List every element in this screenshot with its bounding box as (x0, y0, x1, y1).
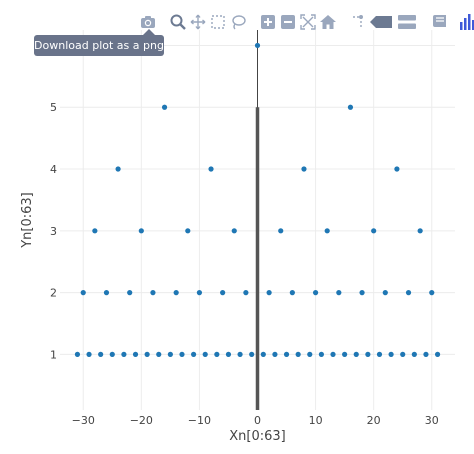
data-point (173, 290, 179, 296)
data-point (283, 351, 290, 357)
data-point (80, 290, 86, 296)
y-axis-title: Yn[0:63] (20, 192, 35, 249)
data-point (237, 351, 243, 357)
data-point (342, 351, 348, 357)
data-point (353, 351, 359, 357)
hover-compare-icon[interactable] (394, 12, 420, 32)
data-point (167, 351, 173, 357)
data-point (278, 228, 284, 234)
data-point (301, 166, 307, 172)
data-point (121, 351, 127, 357)
modebar-tooltip: Download plot as a png (34, 35, 164, 56)
data-point (289, 290, 295, 296)
y-tick-label: 1 (50, 348, 57, 361)
y-tick-label: 2 (50, 287, 57, 300)
home-icon[interactable] (318, 12, 338, 32)
zoom-out-icon[interactable] (278, 12, 298, 32)
lasso-select-icon[interactable] (228, 12, 248, 32)
data-point (156, 351, 162, 357)
spike-lines-icon[interactable] (348, 12, 368, 32)
data-point (434, 351, 441, 357)
data-point (249, 351, 255, 357)
y-tick-label: 4 (50, 163, 57, 176)
data-point (347, 104, 354, 110)
data-point (150, 290, 156, 296)
camera-icon[interactable] (138, 12, 158, 32)
zoom-icon[interactable] (168, 12, 188, 32)
data-point (330, 351, 336, 357)
data-point (307, 351, 313, 357)
data-point (371, 228, 377, 234)
data-point (74, 351, 81, 357)
data-point (127, 290, 133, 296)
data-point (359, 290, 365, 296)
x-tick-label: 20 (367, 414, 381, 427)
data-point (429, 290, 435, 296)
hover-closest-icon[interactable] (368, 12, 394, 32)
x-tick-label: 30 (425, 414, 439, 427)
data-point (132, 351, 139, 357)
data-point (103, 290, 110, 296)
data-point (388, 351, 394, 357)
data-point (417, 228, 423, 234)
data-point (423, 351, 429, 357)
data-point (312, 290, 319, 296)
data-point (202, 351, 208, 357)
data-point (109, 351, 115, 357)
y-tick-label: 3 (50, 225, 57, 238)
data-point (411, 351, 417, 357)
pan-icon[interactable] (188, 12, 208, 32)
data-point (318, 351, 324, 357)
data-point (144, 351, 150, 357)
data-point (260, 351, 266, 357)
data-point (295, 351, 301, 357)
data-point (382, 290, 388, 296)
x-tick-label: −20 (130, 414, 153, 427)
data-point (185, 228, 191, 234)
x-tick-label: −30 (72, 414, 95, 427)
data-point (272, 351, 278, 357)
data-point (92, 228, 98, 234)
modebar (138, 11, 474, 33)
data-point (405, 290, 412, 296)
tooltip-arrow (143, 29, 155, 35)
data-point (243, 290, 249, 296)
data-point (254, 42, 261, 49)
data-point (400, 351, 406, 357)
data-point (365, 351, 371, 357)
data-point (266, 290, 272, 296)
data-point (324, 228, 330, 234)
data-point (214, 351, 220, 357)
autoscale-icon[interactable] (298, 12, 318, 32)
data-point (179, 351, 185, 357)
data-point (98, 351, 104, 357)
edit-chart-icon[interactable] (430, 12, 450, 32)
data-point (394, 166, 400, 172)
y-tick-label: 5 (50, 101, 57, 114)
data-point (115, 166, 121, 172)
data-point (336, 290, 342, 296)
box-select-icon[interactable] (208, 12, 228, 32)
data-point (191, 351, 197, 357)
zoom-in-icon[interactable] (258, 12, 278, 32)
data-point (196, 290, 203, 296)
data-point (231, 228, 237, 234)
plotly-logo-icon[interactable] (460, 12, 474, 32)
data-point (208, 166, 214, 172)
data-point (225, 351, 232, 357)
data-point (220, 290, 226, 296)
x-axis-title: Xn[0:63] (229, 429, 285, 444)
data-point (161, 104, 168, 110)
x-tick-label: 10 (309, 414, 323, 427)
x-tick-label: −10 (188, 414, 211, 427)
x-tick-label: 0 (254, 414, 261, 427)
data-point (138, 228, 144, 234)
data-point (376, 351, 383, 357)
data-point (86, 351, 92, 357)
